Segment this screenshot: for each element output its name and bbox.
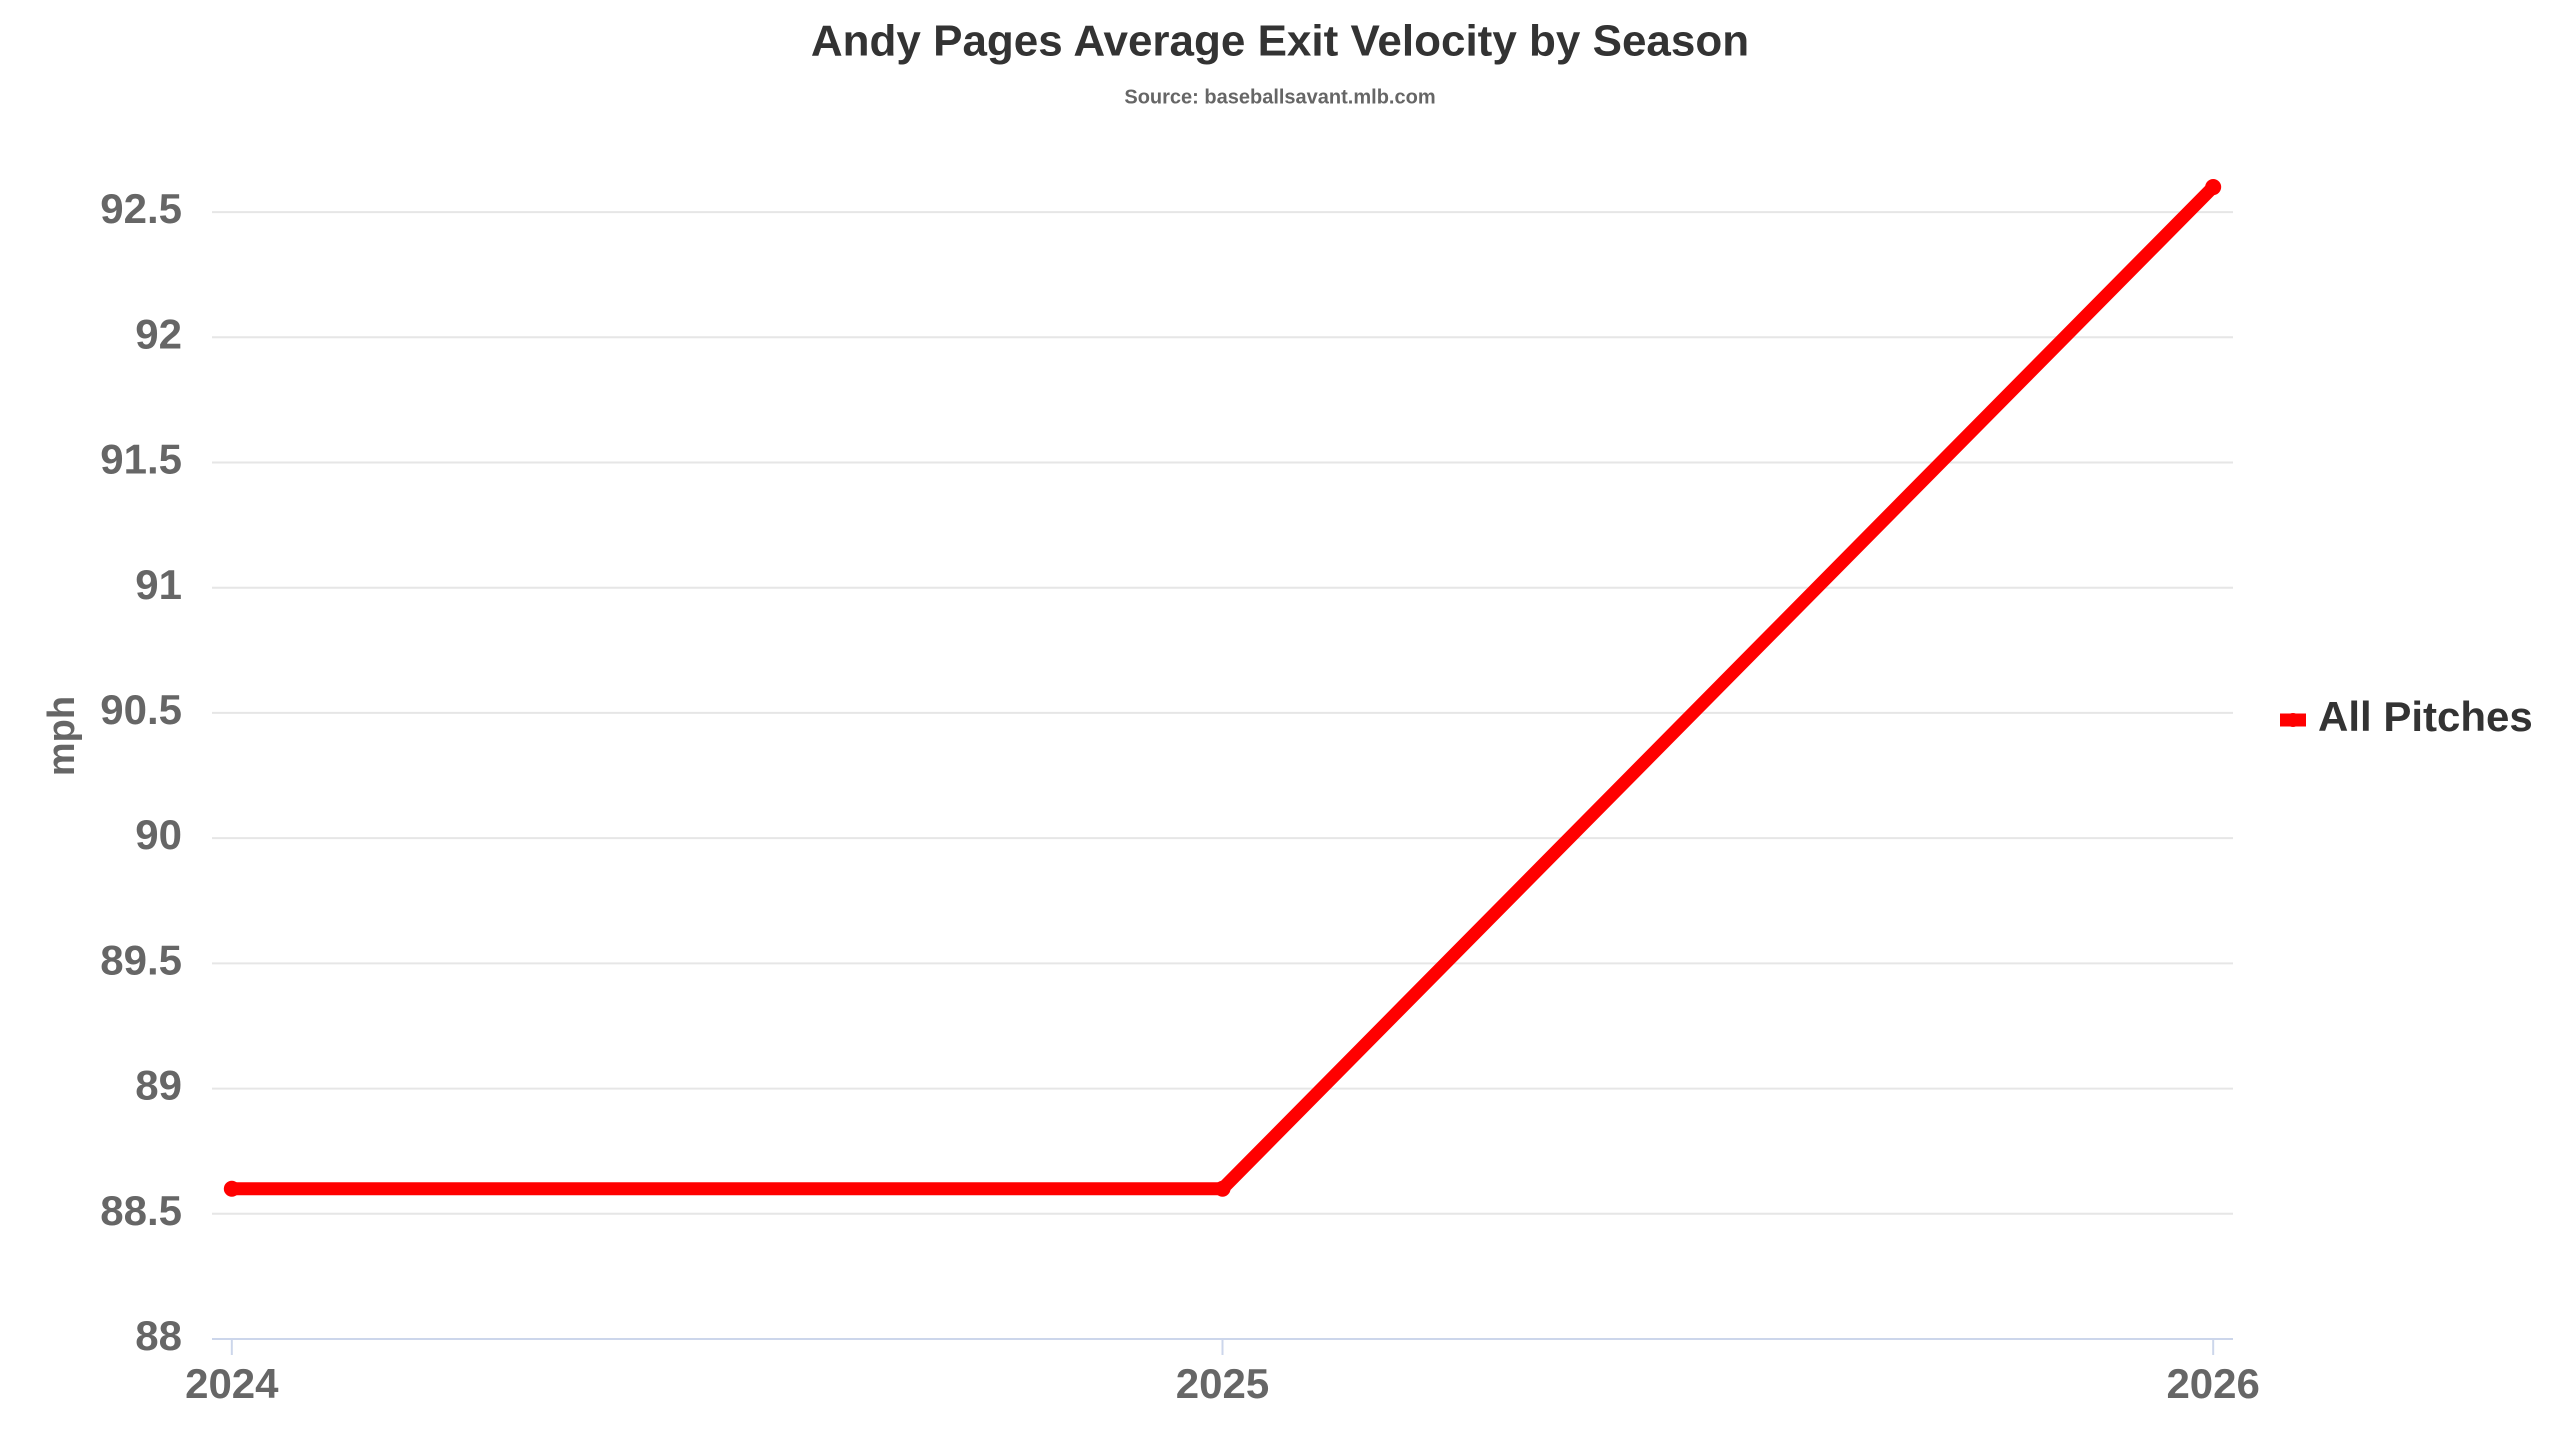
y-tick-label: 90.5 bbox=[100, 686, 182, 733]
data-point bbox=[2205, 179, 2222, 196]
x-tick-label: 2025 bbox=[1176, 1360, 1269, 1407]
chart-title: Andy Pages Average Exit Velocity by Seas… bbox=[811, 17, 1749, 66]
x-tick-label: 2024 bbox=[185, 1360, 279, 1407]
y-tick-label: 92.5 bbox=[100, 185, 182, 232]
x-tick-label: 2026 bbox=[2166, 1360, 2259, 1407]
data-point bbox=[223, 1180, 240, 1197]
y-tick-label: 90 bbox=[135, 811, 182, 858]
y-tick-label: 91.5 bbox=[100, 436, 182, 483]
y-tick-label: 89.5 bbox=[100, 936, 182, 983]
y-tick-label: 88 bbox=[135, 1312, 182, 1359]
y-tick-label: 91 bbox=[135, 561, 182, 608]
y-tick-label: 88.5 bbox=[100, 1187, 182, 1234]
y-tick-label: 92 bbox=[135, 310, 182, 357]
y-axis-label: mph bbox=[41, 696, 83, 776]
legend-label[interactable]: All Pitches bbox=[2318, 693, 2533, 740]
chart-subtitle: Source: baseballsavant.mlb.com bbox=[1124, 86, 1435, 108]
legend-marker bbox=[2286, 713, 2300, 727]
y-tick-label: 89 bbox=[135, 1062, 182, 1109]
data-point bbox=[1214, 1180, 1231, 1197]
